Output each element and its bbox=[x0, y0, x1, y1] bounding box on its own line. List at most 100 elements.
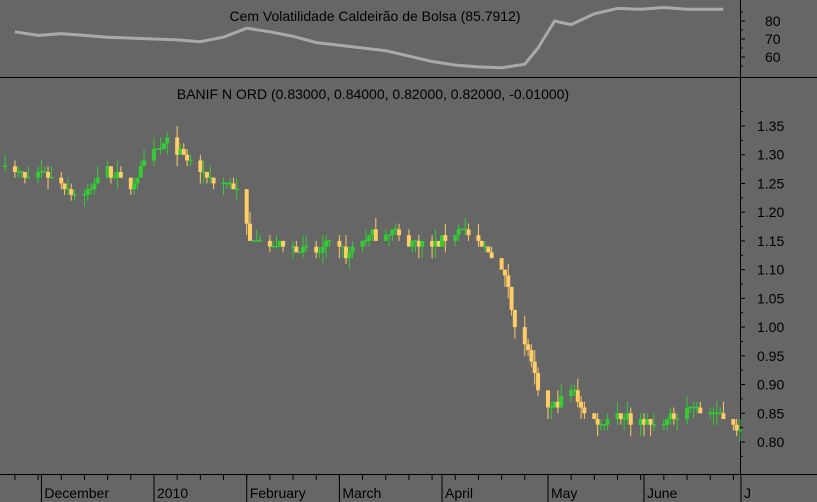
date-tick-label: April bbox=[445, 485, 473, 501]
price-candle bbox=[506, 263, 511, 299]
candle-body bbox=[320, 246, 325, 253]
price-candle bbox=[486, 246, 491, 253]
price-candle bbox=[337, 235, 342, 259]
volatility-y-tick-label: 70 bbox=[765, 31, 781, 47]
candle-body bbox=[16, 171, 21, 173]
price-candle bbox=[234, 177, 239, 201]
price-candle bbox=[324, 235, 329, 259]
candle-body bbox=[155, 148, 160, 150]
price-candle bbox=[3, 154, 7, 172]
price-candle bbox=[46, 166, 51, 190]
candle-body bbox=[569, 390, 574, 397]
candle-body bbox=[453, 235, 458, 241]
candle-body bbox=[228, 182, 233, 185]
price-y-tick-label: 1.20 bbox=[757, 204, 784, 220]
candle-body bbox=[221, 182, 226, 185]
candle-body bbox=[211, 177, 216, 184]
price-y-tick-label: 1.35 bbox=[757, 118, 784, 134]
price-candle bbox=[479, 240, 484, 247]
candle-body bbox=[82, 194, 87, 196]
price-candle bbox=[575, 378, 580, 408]
price-candle bbox=[314, 240, 319, 259]
candle-body bbox=[304, 245, 309, 248]
price-candle bbox=[529, 344, 534, 368]
candle-body bbox=[456, 229, 461, 236]
price-candle bbox=[277, 240, 282, 247]
price-candle bbox=[552, 401, 557, 408]
candle-body bbox=[72, 194, 77, 196]
price-candle bbox=[618, 413, 623, 425]
price-candle bbox=[118, 166, 123, 178]
candle-body bbox=[552, 401, 557, 408]
price-candle bbox=[605, 413, 610, 431]
price-candle bbox=[694, 401, 699, 414]
price-candle bbox=[416, 235, 421, 259]
price-candle bbox=[175, 126, 180, 167]
candle-body bbox=[350, 246, 355, 253]
candle-body bbox=[142, 160, 147, 167]
price-candle bbox=[598, 419, 603, 431]
price-candle bbox=[370, 229, 375, 241]
candle-body bbox=[327, 240, 332, 242]
price-candle bbox=[142, 148, 147, 167]
price-candle bbox=[12, 160, 17, 178]
date-axis: December 2010 February March April May June J bbox=[14, 474, 751, 502]
candle-body bbox=[185, 154, 190, 161]
candle-body bbox=[158, 148, 163, 150]
price-y-tick-label: 1.00 bbox=[757, 319, 784, 335]
price-candle bbox=[602, 424, 607, 431]
candle-body bbox=[396, 229, 401, 236]
candle-body bbox=[49, 176, 54, 179]
candle-body bbox=[555, 401, 560, 408]
price-candle bbox=[211, 177, 216, 190]
price-candle bbox=[350, 240, 355, 259]
candle-body bbox=[459, 228, 464, 231]
price-candle bbox=[347, 246, 352, 270]
candle-body bbox=[489, 252, 494, 259]
candle-body bbox=[602, 424, 607, 426]
candle-body bbox=[641, 419, 646, 425]
candle-body bbox=[39, 171, 44, 173]
candle-body bbox=[536, 373, 541, 391]
price-candle bbox=[708, 407, 713, 420]
candle-body bbox=[204, 171, 209, 178]
price-candle bbox=[638, 413, 643, 437]
candle-body bbox=[383, 235, 388, 241]
price-y-tick-label: 0.85 bbox=[757, 405, 784, 421]
price-candle bbox=[572, 384, 577, 397]
candle-body bbox=[688, 406, 693, 409]
price-candle bbox=[344, 235, 349, 264]
price-candle bbox=[559, 384, 564, 408]
candle-body bbox=[430, 240, 435, 247]
candle-body bbox=[118, 171, 123, 178]
price-candle bbox=[410, 240, 415, 253]
price-candle bbox=[549, 401, 554, 420]
price-candle bbox=[115, 160, 120, 190]
price-candle bbox=[622, 413, 627, 431]
price-candle bbox=[201, 160, 206, 184]
price-candle bbox=[254, 229, 259, 242]
price-candle bbox=[691, 401, 696, 420]
price-y-tick-label: 1.30 bbox=[757, 147, 784, 163]
candle-body bbox=[698, 407, 703, 414]
candle-body bbox=[738, 429, 742, 432]
candle-body bbox=[413, 240, 418, 242]
price-candle bbox=[641, 413, 646, 437]
candle-body bbox=[161, 143, 166, 149]
candle-body bbox=[138, 166, 143, 178]
price-candle bbox=[456, 223, 461, 241]
candle-body bbox=[618, 413, 623, 420]
date-tick-label: February bbox=[250, 485, 306, 501]
candle-body bbox=[281, 240, 286, 247]
candle-body bbox=[559, 396, 564, 408]
candle-body bbox=[718, 412, 723, 415]
price-candle bbox=[161, 143, 166, 149]
candle-body bbox=[598, 424, 603, 426]
candle-body bbox=[466, 229, 471, 236]
price-y-tick-label: 0.95 bbox=[757, 348, 784, 364]
candle-body bbox=[95, 177, 100, 184]
candle-body bbox=[433, 240, 438, 247]
candle-body bbox=[274, 245, 279, 248]
candle-body bbox=[532, 361, 537, 374]
